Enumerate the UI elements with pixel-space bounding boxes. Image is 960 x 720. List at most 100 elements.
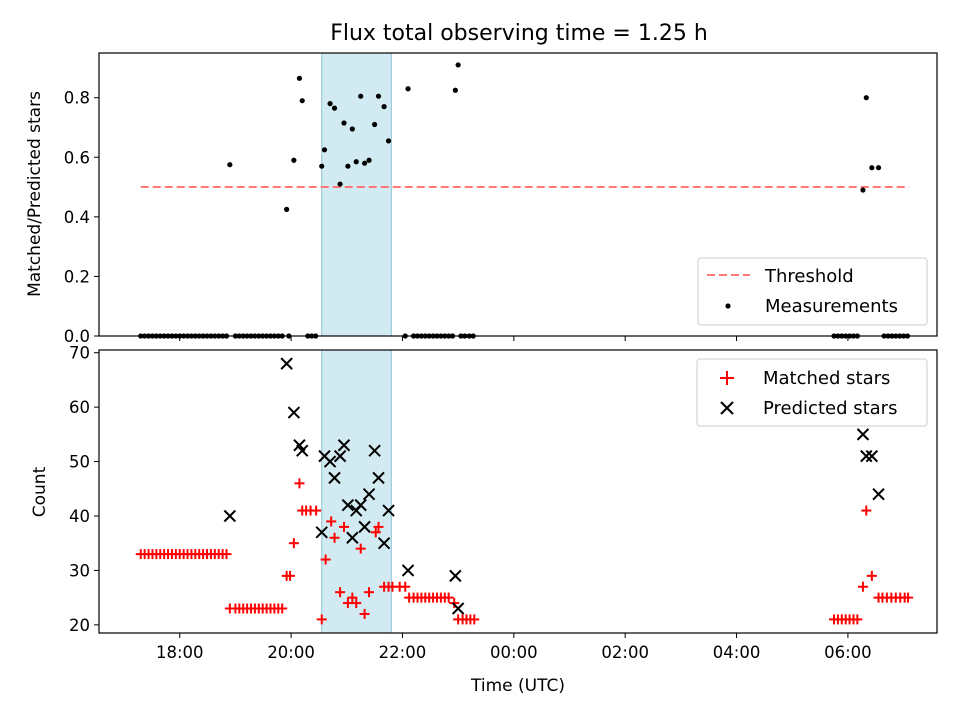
predicted-star-point <box>451 602 465 615</box>
y-tick-label: 40 <box>69 507 90 526</box>
matched-star-point <box>342 598 353 609</box>
measurement-point <box>284 206 290 212</box>
measurement-point <box>372 121 378 128</box>
measurement-points <box>138 62 911 339</box>
bottom-y-ticks: 20 30 40 50 60 70 <box>69 344 99 635</box>
predicted-star-points <box>223 357 885 615</box>
measurement-point <box>337 181 343 187</box>
cross-stroke <box>449 569 462 583</box>
matched-star-point <box>329 532 340 543</box>
matched-star-point <box>866 570 877 581</box>
predicted-star-point <box>223 509 237 523</box>
matched-star-point <box>277 603 288 614</box>
count-panel: 20 30 40 50 60 70 18:00 20:00 22:00 00:00 02:00 04… <box>30 344 938 696</box>
cross-stroke <box>865 449 879 463</box>
cross-stroke <box>372 471 385 485</box>
x-tick-label: 22:00 <box>379 643 427 662</box>
matched-star-point <box>443 592 454 603</box>
measurement-point <box>345 163 351 169</box>
top-y-axis-label: Matched/Predicted stars <box>25 91 45 297</box>
top-y-ticks: 0.0 0.2 0.4 0.6 0.8 <box>64 89 99 346</box>
matched-star-points <box>135 478 914 625</box>
cross-stroke <box>223 509 237 523</box>
matched-star-point <box>861 505 872 516</box>
predicted-star-point <box>315 526 328 539</box>
measurement-point <box>291 157 297 163</box>
y-tick-label: 50 <box>69 453 90 472</box>
matched-star-point <box>359 608 370 619</box>
x-tick-label: 02:00 <box>601 643 649 662</box>
y-tick-label: 70 <box>69 344 90 363</box>
bottom-x-ticks: 18:00 20:00 22:00 00:00 02:00 04:00 06:00 <box>156 633 872 662</box>
x-tick-label: 04:00 <box>713 643 761 662</box>
predicted-star-point <box>296 444 309 457</box>
matched-star-point <box>373 521 384 532</box>
x-tick-label: 20:00 <box>267 643 315 662</box>
y-tick-label: 0.0 <box>64 327 90 346</box>
matched-star-point <box>288 538 299 549</box>
cross-stroke <box>328 471 341 485</box>
predicted-star-point <box>354 498 367 512</box>
cross-stroke <box>346 531 359 544</box>
cross-stroke <box>368 444 381 457</box>
x-tick-label: 00:00 <box>490 643 538 662</box>
measurement-point <box>327 101 333 107</box>
predicted-star-point <box>856 428 870 441</box>
measurement-point <box>366 157 372 163</box>
predicted-star-point <box>872 488 885 501</box>
y-tick-label: 20 <box>69 616 90 635</box>
y-tick-label: 30 <box>69 561 90 580</box>
cross-stroke <box>296 444 309 457</box>
cross-stroke <box>872 488 885 501</box>
predicted-star-point <box>382 504 395 517</box>
predicted-star-point <box>287 406 301 419</box>
cross-stroke <box>856 428 870 441</box>
predicted-star-point <box>358 520 371 534</box>
measurement-point <box>321 147 328 153</box>
cross-stroke <box>293 439 306 452</box>
measurement-point <box>349 126 355 132</box>
observing-span-fill <box>321 53 392 336</box>
matched-star-point <box>400 581 411 592</box>
cross-stroke <box>333 449 347 463</box>
top-legend-box <box>697 257 928 326</box>
matched-star-point <box>311 505 322 516</box>
matched-star-point <box>294 478 305 489</box>
x-tick-label: 06:00 <box>824 643 872 662</box>
matched-star-point <box>351 598 362 609</box>
bottom-y-axis-label: Count <box>30 466 50 517</box>
predicted-star-point <box>328 471 341 485</box>
bottom-observing-span <box>321 350 392 633</box>
measurement-point <box>353 159 359 165</box>
measurement-point <box>296 75 303 81</box>
matched-star-point <box>221 549 232 560</box>
cross-stroke <box>287 406 301 419</box>
matched-star-point <box>320 554 331 565</box>
bottom-panel-frame <box>98 349 938 634</box>
predicted-star-point <box>860 449 873 463</box>
measurement-point <box>331 105 338 111</box>
top-panel-frame <box>98 52 938 337</box>
bottom-legend: Matched stars Predicted stars <box>696 358 928 427</box>
predicted-star-point <box>865 449 879 463</box>
y-tick-label: 0.8 <box>64 89 90 108</box>
measurement-point <box>227 162 233 168</box>
top-x-ticks <box>179 336 849 341</box>
matched-star-point <box>335 587 346 598</box>
predicted-star-point <box>337 439 351 452</box>
matched-star-point <box>857 581 868 592</box>
y-tick-label: 0.2 <box>64 267 90 286</box>
cross-stroke <box>377 536 391 550</box>
measurement-point <box>299 98 305 104</box>
matched-star-point <box>316 614 327 625</box>
measurement-point <box>319 163 325 169</box>
y-tick-label: 0.6 <box>64 148 90 167</box>
cross-stroke <box>358 520 371 534</box>
cross-stroke <box>280 357 293 370</box>
measurement-point <box>385 138 392 144</box>
cross-stroke <box>337 439 351 452</box>
legend-predicted-label: Predicted stars <box>763 398 897 419</box>
predicted-star-point <box>341 498 355 512</box>
x-tick-label: 18:00 <box>156 643 204 662</box>
matched-star-point <box>370 527 381 538</box>
